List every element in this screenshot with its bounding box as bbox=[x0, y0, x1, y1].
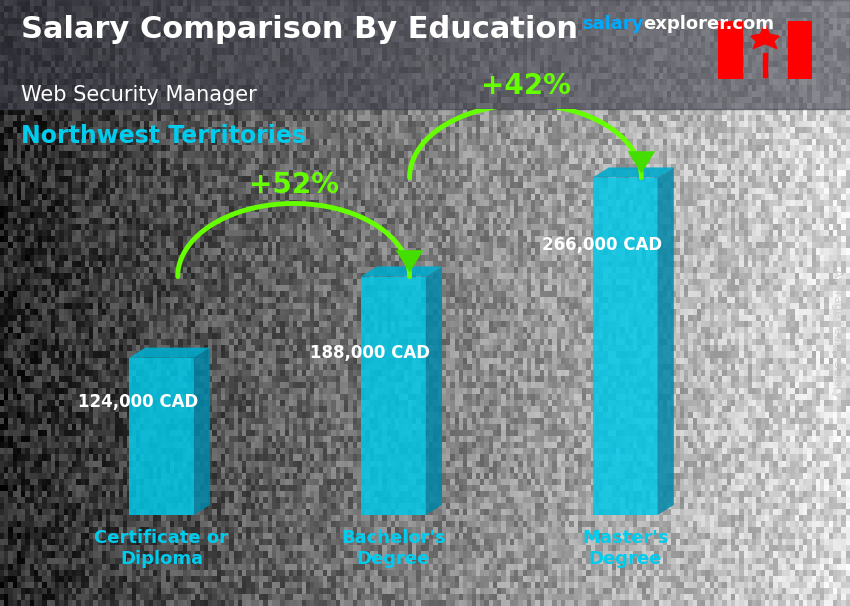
Polygon shape bbox=[361, 267, 442, 276]
Bar bbox=[361, 276, 426, 515]
Text: Northwest Territories: Northwest Territories bbox=[21, 124, 306, 148]
Polygon shape bbox=[751, 24, 779, 48]
Text: Salary Comparison By Education: Salary Comparison By Education bbox=[21, 15, 578, 44]
Polygon shape bbox=[426, 267, 442, 515]
Polygon shape bbox=[194, 348, 210, 515]
Polygon shape bbox=[627, 152, 655, 173]
Bar bbox=[762, 53, 768, 78]
Text: 266,000 CAD: 266,000 CAD bbox=[541, 236, 662, 254]
Polygon shape bbox=[129, 348, 210, 358]
Text: salary: salary bbox=[582, 15, 643, 33]
Text: explorer.com: explorer.com bbox=[643, 15, 774, 33]
Text: 124,000 CAD: 124,000 CAD bbox=[78, 393, 198, 411]
Text: Average Yearly Salary: Average Yearly Salary bbox=[831, 269, 844, 398]
Polygon shape bbox=[658, 167, 674, 515]
Text: +42%: +42% bbox=[480, 73, 570, 101]
Text: Web Security Manager: Web Security Manager bbox=[21, 85, 257, 105]
Polygon shape bbox=[592, 167, 674, 178]
Bar bbox=[592, 178, 658, 515]
Text: +52%: +52% bbox=[249, 171, 338, 199]
Bar bbox=[0, 0, 850, 109]
Polygon shape bbox=[395, 250, 423, 273]
Bar bbox=[129, 358, 194, 515]
Bar bbox=[788, 21, 812, 79]
Bar bbox=[718, 21, 741, 79]
Text: 188,000 CAD: 188,000 CAD bbox=[310, 344, 430, 362]
